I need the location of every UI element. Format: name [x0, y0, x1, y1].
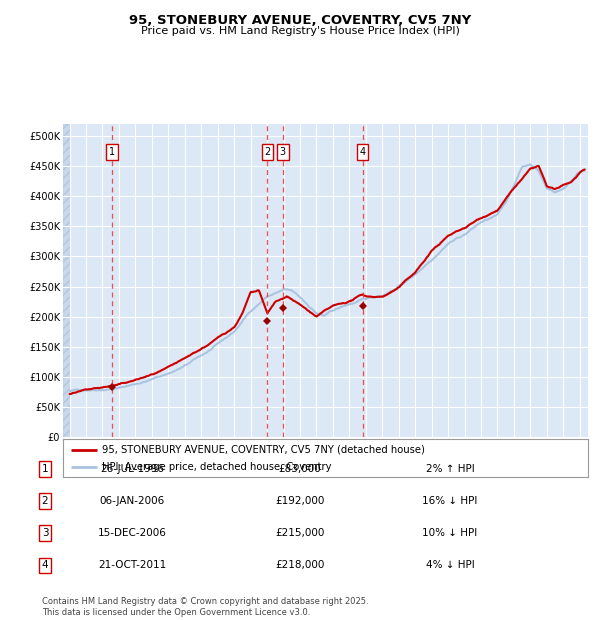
Text: 95, STONEBURY AVENUE, COVENTRY, CV5 7NY (detached house): 95, STONEBURY AVENUE, COVENTRY, CV5 7NY … [103, 445, 425, 454]
Text: HPI: Average price, detached house, Coventry: HPI: Average price, detached house, Cove… [103, 462, 332, 472]
Text: 10% ↓ HPI: 10% ↓ HPI [422, 528, 478, 538]
Text: £83,000: £83,000 [278, 464, 322, 474]
Text: 4% ↓ HPI: 4% ↓ HPI [425, 560, 475, 570]
Bar [63, 124, 70, 437]
Text: 2: 2 [264, 147, 271, 157]
Text: 06-JAN-2006: 06-JAN-2006 [100, 496, 164, 506]
Text: 16% ↓ HPI: 16% ↓ HPI [422, 496, 478, 506]
Text: £192,000: £192,000 [275, 496, 325, 506]
Text: 95, STONEBURY AVENUE, COVENTRY, CV5 7NY: 95, STONEBURY AVENUE, COVENTRY, CV5 7NY [129, 14, 471, 27]
Text: Contains HM Land Registry data © Crown copyright and database right 2025.
This d: Contains HM Land Registry data © Crown c… [42, 598, 368, 617]
Text: 21-OCT-2011: 21-OCT-2011 [98, 560, 166, 570]
Text: 4: 4 [359, 147, 366, 157]
Text: 1: 1 [109, 147, 115, 157]
Text: 2% ↑ HPI: 2% ↑ HPI [425, 464, 475, 474]
Text: £215,000: £215,000 [275, 528, 325, 538]
Text: 3: 3 [41, 528, 49, 538]
Text: Price paid vs. HM Land Registry's House Price Index (HPI): Price paid vs. HM Land Registry's House … [140, 26, 460, 36]
Text: 15-DEC-2006: 15-DEC-2006 [98, 528, 166, 538]
Text: 26-JUL-1996: 26-JUL-1996 [100, 464, 164, 474]
Text: 1: 1 [41, 464, 49, 474]
Text: 3: 3 [280, 147, 286, 157]
Text: 4: 4 [41, 560, 49, 570]
Text: £218,000: £218,000 [275, 560, 325, 570]
Text: 2: 2 [41, 496, 49, 506]
